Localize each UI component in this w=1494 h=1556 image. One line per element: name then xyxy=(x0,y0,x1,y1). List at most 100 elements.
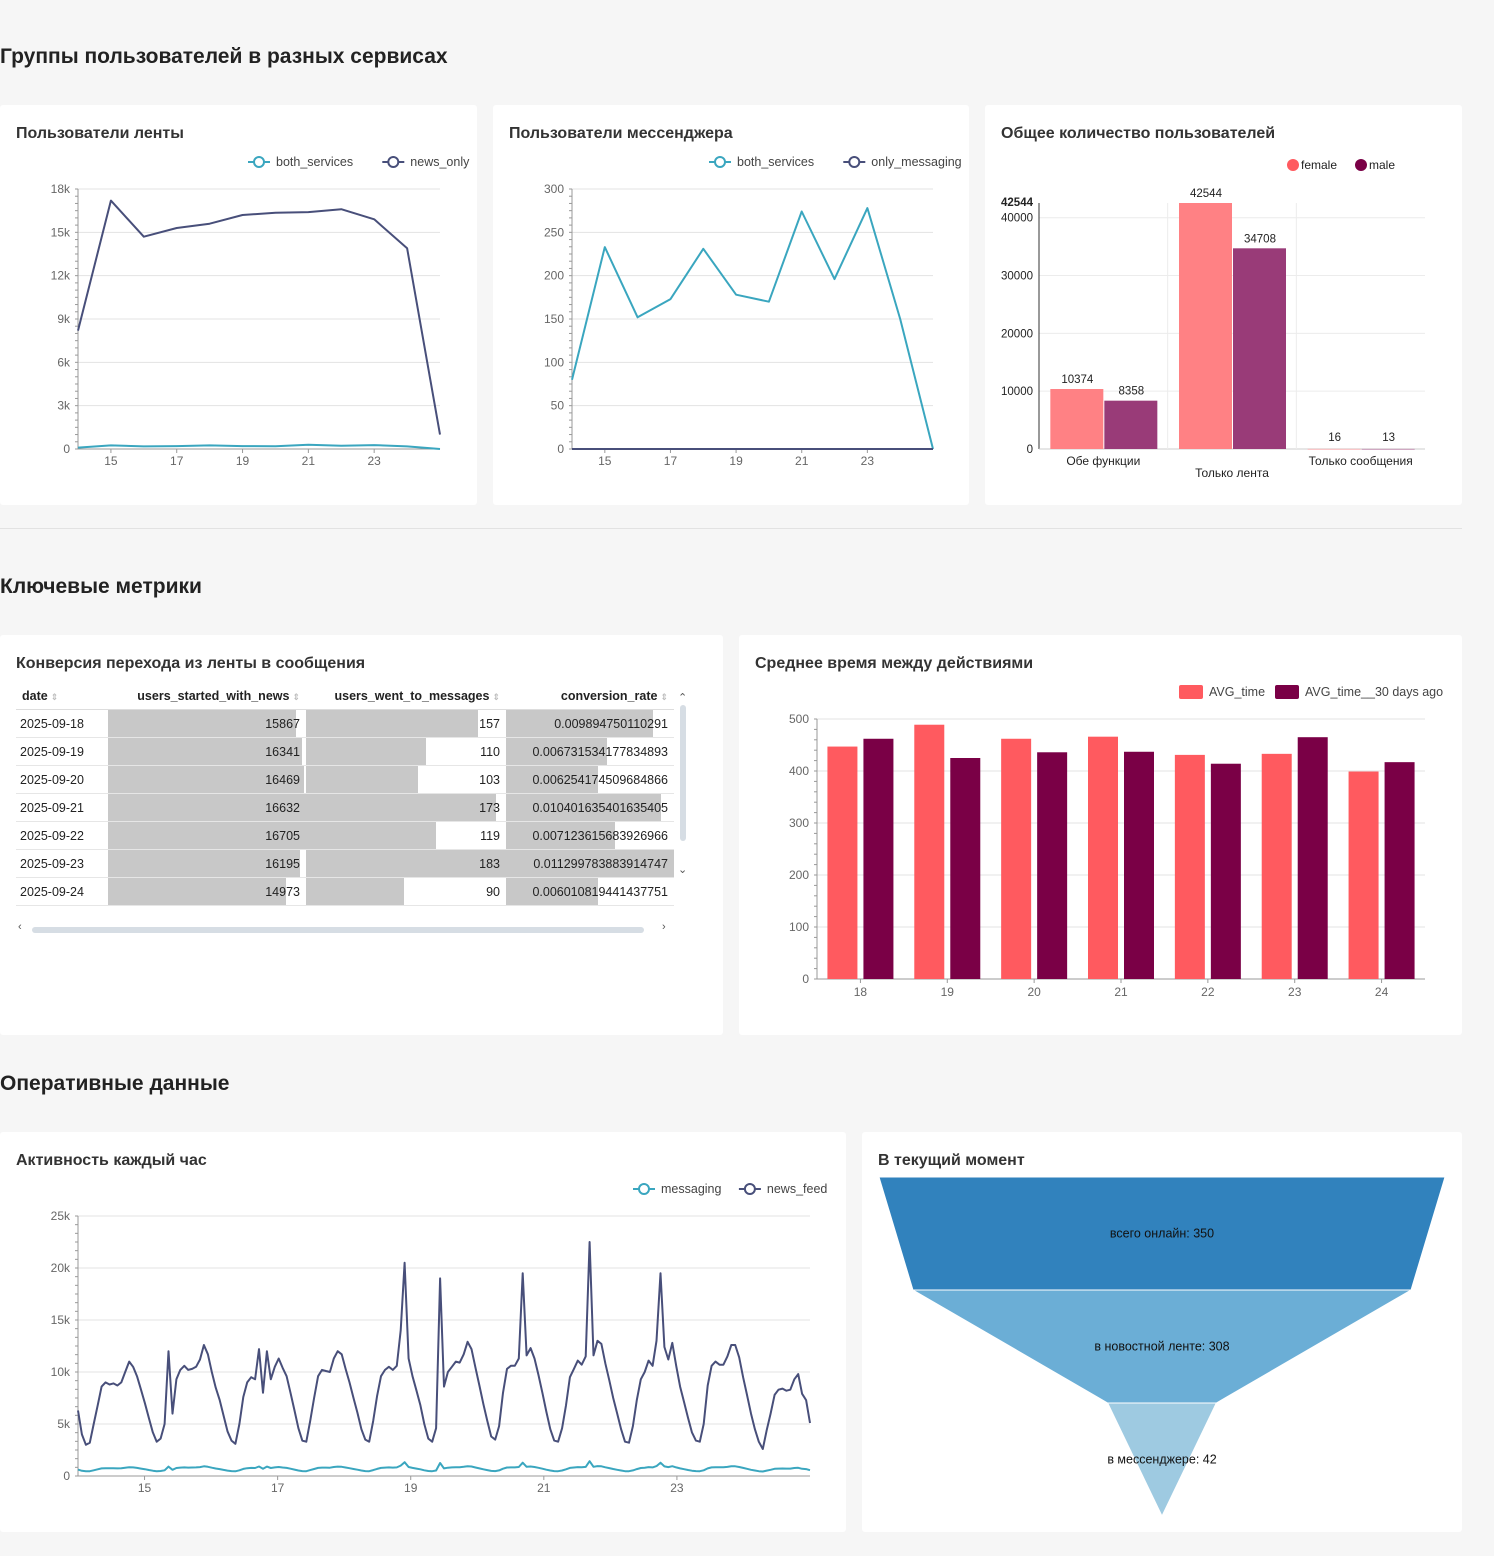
cell-value: 2025-09-24 xyxy=(20,884,84,899)
cell-value: 15867 xyxy=(265,716,300,731)
category-label: Только сообщения xyxy=(1309,454,1413,468)
horizontal-scrollbar-thumb[interactable] xyxy=(32,927,644,933)
table-row[interactable]: 2025-09-23 16195 183 0.011299783883914747 xyxy=(16,849,674,878)
total-users-chart[interactable]: 0 10000 20000 30000 40000 42544 10374 8358 Обе ф… xyxy=(985,105,1462,505)
x-tick-label: 23 xyxy=(861,454,875,468)
bar-AVG_time__30-days-ago xyxy=(1297,737,1328,979)
sort-icon[interactable]: ⇕ xyxy=(50,692,59,702)
column-header-conversion_rate[interactable]: conversion_rate ⇕ xyxy=(506,683,674,710)
card-title: Общее количество пользователей xyxy=(1001,125,1276,142)
scrollbar-thumb[interactable] xyxy=(680,705,686,841)
bar-value-label: 13 xyxy=(1382,432,1395,444)
funnel-stage-label: в новостной ленте: 308 xyxy=(1094,1340,1229,1354)
y-tick-label: 18k xyxy=(51,182,71,196)
legend-marker-circle xyxy=(743,1183,756,1195)
feed-users-chart[interactable]: 0 3k 6k 9k 12k 15k 18k 15 17 19 21 23 both_services n… xyxy=(0,105,477,505)
bar-AVG_time__30-days-ago xyxy=(1384,762,1415,979)
funnel-chart[interactable]: всего онлайн: 350 в новостной ленте: 308 в… xyxy=(862,1132,1462,1532)
messenger-users-chart[interactable]: 0 50 100 150 200 250 300 15 17 19 21 23 both_service… xyxy=(493,105,969,505)
cell-bar xyxy=(108,850,301,877)
scroll-left-icon[interactable]: ‹ xyxy=(18,921,22,933)
x-tick-label: 17 xyxy=(664,454,678,468)
cell-value: 0.011299783883914747 xyxy=(533,856,668,871)
x-tick-label: 22 xyxy=(1201,985,1215,999)
cell-bar xyxy=(306,738,426,765)
column-header-date[interactable]: date ⇕ xyxy=(16,683,108,710)
table-cell-users_went_to_messages: 103 xyxy=(306,765,506,794)
cell-bar xyxy=(108,878,287,905)
sort-icon[interactable]: ⇕ xyxy=(492,692,500,702)
x-tick-label: 17 xyxy=(271,1481,285,1495)
legend-marker xyxy=(1287,159,1299,171)
table-row[interactable]: 2025-09-24 14973 90 0.006010819441437751 xyxy=(16,877,674,906)
table-cell-date: 2025-09-21 xyxy=(16,793,108,822)
series-line-news_feed xyxy=(77,1241,811,1450)
table-row[interactable]: 2025-09-19 16341 110 0.006731534177834893 xyxy=(16,737,674,766)
cell-value: 0.006731534177834893 xyxy=(532,744,668,759)
cell-value: 14973 xyxy=(265,884,300,899)
legend-label-messaging: messaging xyxy=(661,1182,721,1196)
scroll-down-icon[interactable]: ⌄ xyxy=(678,864,688,876)
y-tick-label: 0 xyxy=(557,442,564,456)
sort-icon[interactable]: ⇕ xyxy=(292,692,300,702)
y-tick-label: 300 xyxy=(544,182,564,196)
x-tick-label: 23 xyxy=(368,454,382,468)
card-title: Активность каждый час xyxy=(16,1152,207,1169)
bar-value-label: 10374 xyxy=(1061,374,1094,386)
y-tick-label: 400 xyxy=(789,764,809,778)
y-tick-label: 100 xyxy=(544,355,564,369)
conversion-table: date ⇕ users_started_with_news ⇕ users_went_… xyxy=(16,683,674,906)
x-tick-label: 15 xyxy=(598,454,612,468)
cell-value: 0.007123615683926966 xyxy=(532,828,668,843)
bar-AVG_time__30-days-ago xyxy=(950,758,981,979)
bar-female xyxy=(1179,203,1232,449)
cell-value: 0.006254174509684866 xyxy=(532,772,668,787)
section-title-operational: Оперативные данные xyxy=(0,1072,230,1095)
table-row[interactable]: 2025-09-18 15867 157 0.009894750110291 xyxy=(16,709,674,738)
cell-value: 2025-09-23 xyxy=(20,856,84,871)
avg-time-chart[interactable]: 0 100 200 300 400 500 18 19 20 21 22 23 24 AVG_time AV… xyxy=(739,635,1462,1035)
legend-marker-circle xyxy=(253,156,265,168)
vertical-scrollbar[interactable]: ⌃ ⌄ xyxy=(678,683,688,883)
y-tick-label: 0 xyxy=(63,442,70,456)
y-tick-label: 500 xyxy=(789,712,809,726)
y-tick-label: 5k xyxy=(57,1417,71,1431)
bar-AVG_time xyxy=(914,724,945,979)
cell-value: 0.010401635401635405 xyxy=(532,800,668,815)
cell-bar xyxy=(108,738,303,765)
table-cell-conversion_rate: 0.007123615683926966 xyxy=(506,821,674,850)
cell-bar xyxy=(108,710,297,737)
table-row[interactable]: 2025-09-22 16705 119 0.007123615683926966 xyxy=(16,821,674,850)
scroll-right-icon[interactable]: › xyxy=(662,921,666,933)
y-max-label: 42544 xyxy=(1001,197,1034,209)
table-cell-users_started_with_news: 14973 xyxy=(108,877,306,906)
scroll-up-icon[interactable]: ⌃ xyxy=(678,692,688,704)
cell-bar xyxy=(306,710,478,737)
x-tick-label: 23 xyxy=(670,1481,684,1495)
feed-users-card: Пользователи ленты 0 3k 6k 9k 12k 15k 18k 15 17 1… xyxy=(0,105,477,505)
legend-marker-circle xyxy=(387,156,400,168)
table-cell-users_started_with_news: 15867 xyxy=(108,709,306,738)
table-row[interactable]: 2025-09-21 16632 173 0.010401635401635405 xyxy=(16,793,674,822)
cell-bar xyxy=(506,822,616,849)
table-cell-users_started_with_news: 16705 xyxy=(108,821,306,850)
conversion-table-wrapper[interactable]: date ⇕ users_started_with_news ⇕ users_went_… xyxy=(16,683,688,933)
card-title: Конверсия перехода из ленты в сообщения xyxy=(16,655,366,672)
y-tick-label: 40000 xyxy=(1001,213,1033,225)
card-title: Пользователи мессенджера xyxy=(509,125,733,142)
messenger-users-card: Пользователи мессенджера 0 50 100 150 200 250… xyxy=(493,105,969,505)
sort-icon[interactable]: ⇕ xyxy=(660,692,668,702)
y-tick-label: 12k xyxy=(51,269,71,283)
table-row[interactable]: 2025-09-20 16469 103 0.006254174509684866 xyxy=(16,765,674,794)
y-tick-label: 10k xyxy=(51,1365,71,1379)
column-header-users_went_to_messages[interactable]: users_went_to_messages ⇕ xyxy=(306,683,506,710)
column-header-users_started_with_news[interactable]: users_started_with_news ⇕ xyxy=(108,683,306,710)
cell-value: 0.009894750110291 xyxy=(554,716,668,731)
section-divider xyxy=(0,528,1462,529)
table-cell-conversion_rate: 0.006254174509684866 xyxy=(506,765,674,794)
cell-bar xyxy=(506,794,662,821)
x-tick-label: 15 xyxy=(138,1481,152,1495)
x-tick-label: 19 xyxy=(404,1481,418,1495)
hourly-activity-chart[interactable]: 0 5k 10k 15k 20k 25k 15 17 19 21 23 messaging news_f… xyxy=(0,1132,846,1532)
cell-value: 183 xyxy=(479,856,500,871)
